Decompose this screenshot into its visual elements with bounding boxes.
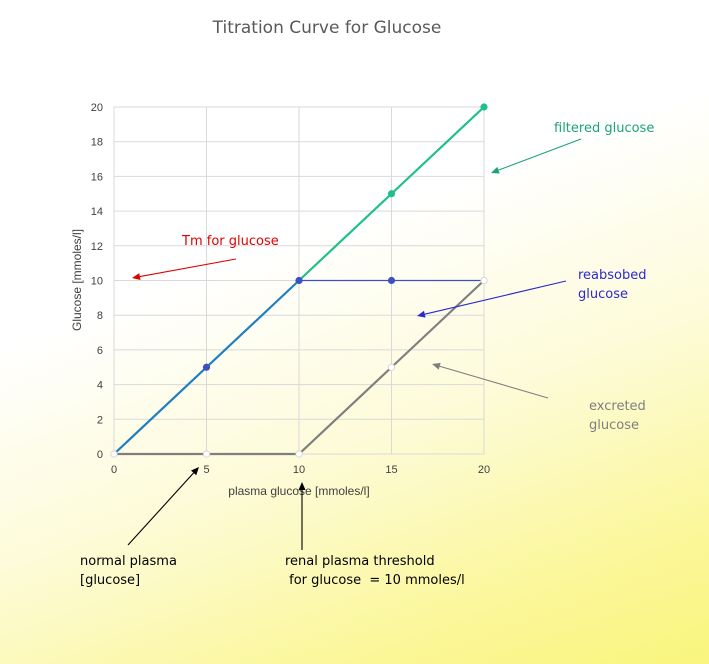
x-tick-label: 20 xyxy=(478,464,490,476)
y-tick-label: 2 xyxy=(97,414,103,426)
y-tick-label: 0 xyxy=(97,449,103,461)
annotation-arrowhead xyxy=(298,482,306,490)
annotations: filtered glucose Tm for glucose reabsobed g… xyxy=(80,121,654,588)
x-tick-label: 15 xyxy=(385,464,397,476)
y-tick-label: 8 xyxy=(97,310,103,322)
excreted-point xyxy=(480,276,488,285)
annotation-reabsorbed: glucose xyxy=(578,287,628,302)
x-tick-label: 10 xyxy=(293,464,305,476)
annotation-excreted: excreted xyxy=(589,399,646,414)
excreted-point xyxy=(110,450,118,458)
reabsorbed-point xyxy=(202,363,211,371)
annotation-arrow xyxy=(439,365,549,399)
y-tick-label: 10 xyxy=(91,276,103,288)
annotation-tm: Tm for glucose xyxy=(181,234,279,249)
annotation-arrow xyxy=(498,138,582,171)
annotation-normal: normal plasma xyxy=(80,554,177,569)
excreted-point xyxy=(202,450,211,458)
annotation-arrowhead xyxy=(491,166,500,174)
y-tick-label: 6 xyxy=(97,345,103,357)
annotation-arrow xyxy=(424,280,567,315)
annotation-filtered: filtered glucose xyxy=(554,121,654,136)
y-tick-label: 14 xyxy=(91,206,103,218)
annotation-arrow xyxy=(139,258,237,278)
reabsorbed-point xyxy=(295,276,303,285)
series-lines xyxy=(110,103,488,458)
y-tick-label: 12 xyxy=(91,241,103,253)
filtered-point xyxy=(387,190,396,198)
annotation-arrow xyxy=(127,472,195,546)
chart-title: Titration Curve for Glucose xyxy=(212,18,442,38)
y-tick-label: 18 xyxy=(91,137,103,149)
annotation-arrowhead xyxy=(417,310,426,318)
x-tick-label: 5 xyxy=(203,464,209,476)
annotation-threshold: for glucose = 10 mmoles/l xyxy=(285,573,465,588)
x-axis-label: plasma glucose [mmoles/l] xyxy=(228,484,369,498)
annotation-normal: [glucose] xyxy=(80,573,140,588)
y-tick-label: 20 xyxy=(91,102,103,114)
annotation-arrowhead xyxy=(132,273,141,281)
filtered-point xyxy=(480,103,488,111)
annotation-excreted: glucose xyxy=(589,418,639,433)
excreted-point xyxy=(295,450,303,458)
tick-labels: 0 5 10 15 20 0 2 4 6 8 10 12 14 16 18 20 xyxy=(91,102,490,476)
y-tick-label: 4 xyxy=(97,380,103,392)
annotation-arrowhead xyxy=(191,467,199,476)
reabsorbed-point xyxy=(387,276,396,285)
y-tick-label: 16 xyxy=(91,171,103,183)
excreted-point xyxy=(387,363,396,371)
annotation-threshold: renal plasma threshold xyxy=(285,554,435,569)
annotation-arrowhead xyxy=(432,362,441,370)
annotation-reabsorbed: reabsobed xyxy=(578,268,647,283)
x-tick-label: 0 xyxy=(111,464,117,476)
y-axis-label: Glucose [mmoles/l] xyxy=(70,229,84,331)
